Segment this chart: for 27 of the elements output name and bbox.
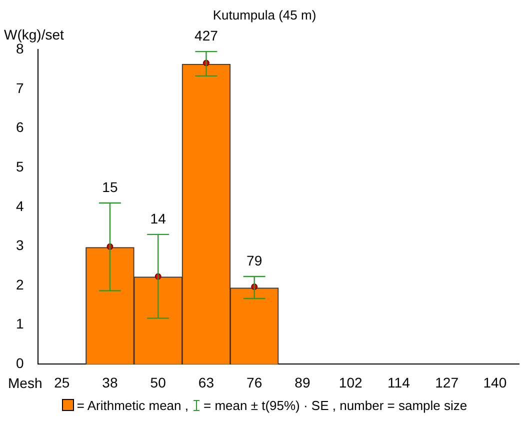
y-tick-label: 6 [16,119,24,136]
y-tick-label: 2 [16,276,24,292]
y-tick-label: 7 [16,80,24,96]
x-tick-label: 140 [483,374,507,390]
text: = mean ± t(95%) · SE , number = sample size [204,398,468,413]
y-tick-label: 1 [16,316,24,332]
x-tick-label: 38 [102,374,118,390]
legend-label: = Arithmetic mean , [76,398,188,413]
y-tick-label: 4 [16,198,24,214]
y-tick-label: 5 [16,158,24,174]
x-tick-label: 114 [388,374,410,390]
y-tick-label: 3 [16,237,24,254]
y-axis-title: W(kg)/set [4,26,64,42]
annotation: 15 [102,178,118,195]
y-tick-label: 0 [16,355,24,372]
x-tick-label: 102 [338,374,362,390]
annotation: 427 [194,27,218,44]
x-tick-label: 63 [198,374,214,390]
x-tick-label: 127 [435,374,459,390]
x-axis-title: Mesh [8,375,42,392]
x-tick-label: 76 [246,374,262,390]
x-tick-label: 89 [294,374,310,390]
x-tick-label: 50 [150,374,166,390]
chart-title: Kutumpula (45 m) [212,7,316,22]
annotation: 14 [150,210,166,226]
annotation: 79 [246,252,262,268]
x-tick-label: 25 [54,374,70,390]
